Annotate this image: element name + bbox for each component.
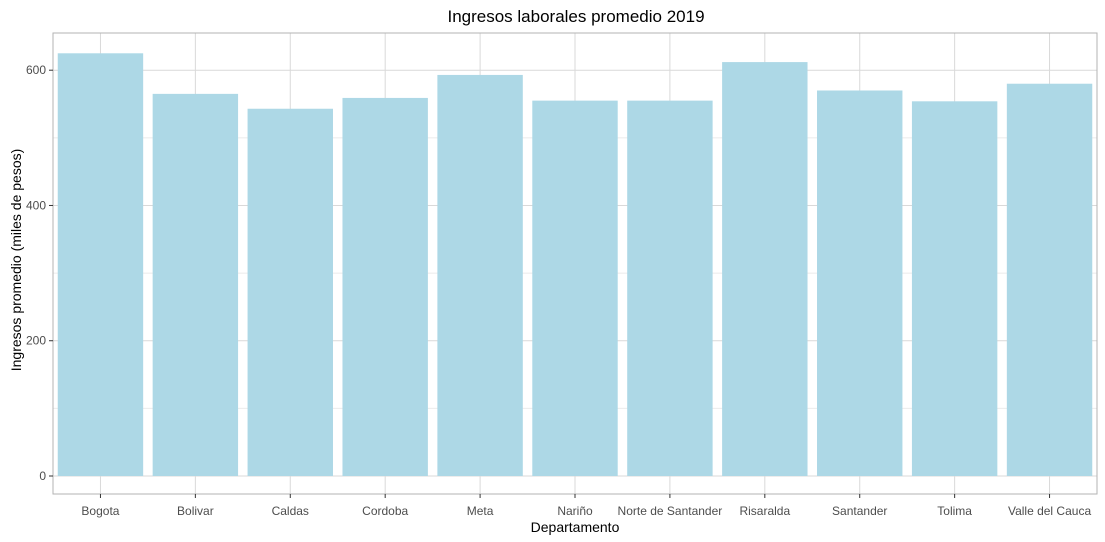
x-tick-label: Bolivar — [177, 504, 214, 518]
x-tick-label: Valle del Cauca — [1008, 504, 1091, 518]
bar — [152, 93, 239, 476]
bar — [437, 74, 523, 476]
x-axis-title: Departamento — [531, 519, 620, 535]
bar — [342, 97, 428, 476]
bar — [532, 100, 618, 476]
y-tick-label: 600 — [26, 63, 46, 77]
bars — [57, 53, 1093, 477]
x-axis: Bogota Bolivar Caldas Cordoba Meta Nariño Nort… — [81, 494, 1091, 518]
y-axis: 0 200 400 600 — [26, 63, 53, 483]
chart-title: Ingresos laborales promedio 2019 — [447, 7, 704, 26]
x-tick-label: Nariño — [557, 504, 593, 518]
x-tick-label: Risaralda — [739, 504, 790, 518]
y-axis-title: Ingresos promedio (miles de pesos) — [8, 149, 24, 372]
y-tick-label: 0 — [39, 469, 46, 483]
bar — [627, 100, 713, 476]
bar — [722, 62, 808, 476]
x-tick-label: Caldas — [272, 504, 309, 518]
x-tick-label: Santander — [832, 504, 887, 518]
x-tick-label: Cordoba — [362, 504, 408, 518]
bar — [247, 108, 333, 476]
bar — [817, 90, 903, 476]
y-tick-label: 200 — [26, 334, 46, 348]
x-tick-label: Meta — [467, 504, 494, 518]
y-tick-label: 400 — [26, 198, 46, 212]
bar — [57, 53, 144, 477]
bar — [1006, 83, 1093, 476]
x-tick-label: Bogota — [81, 504, 119, 518]
x-tick-label: Norte de Santander — [618, 504, 723, 518]
x-tick-label: Tolima — [937, 504, 972, 518]
bar — [911, 101, 998, 476]
